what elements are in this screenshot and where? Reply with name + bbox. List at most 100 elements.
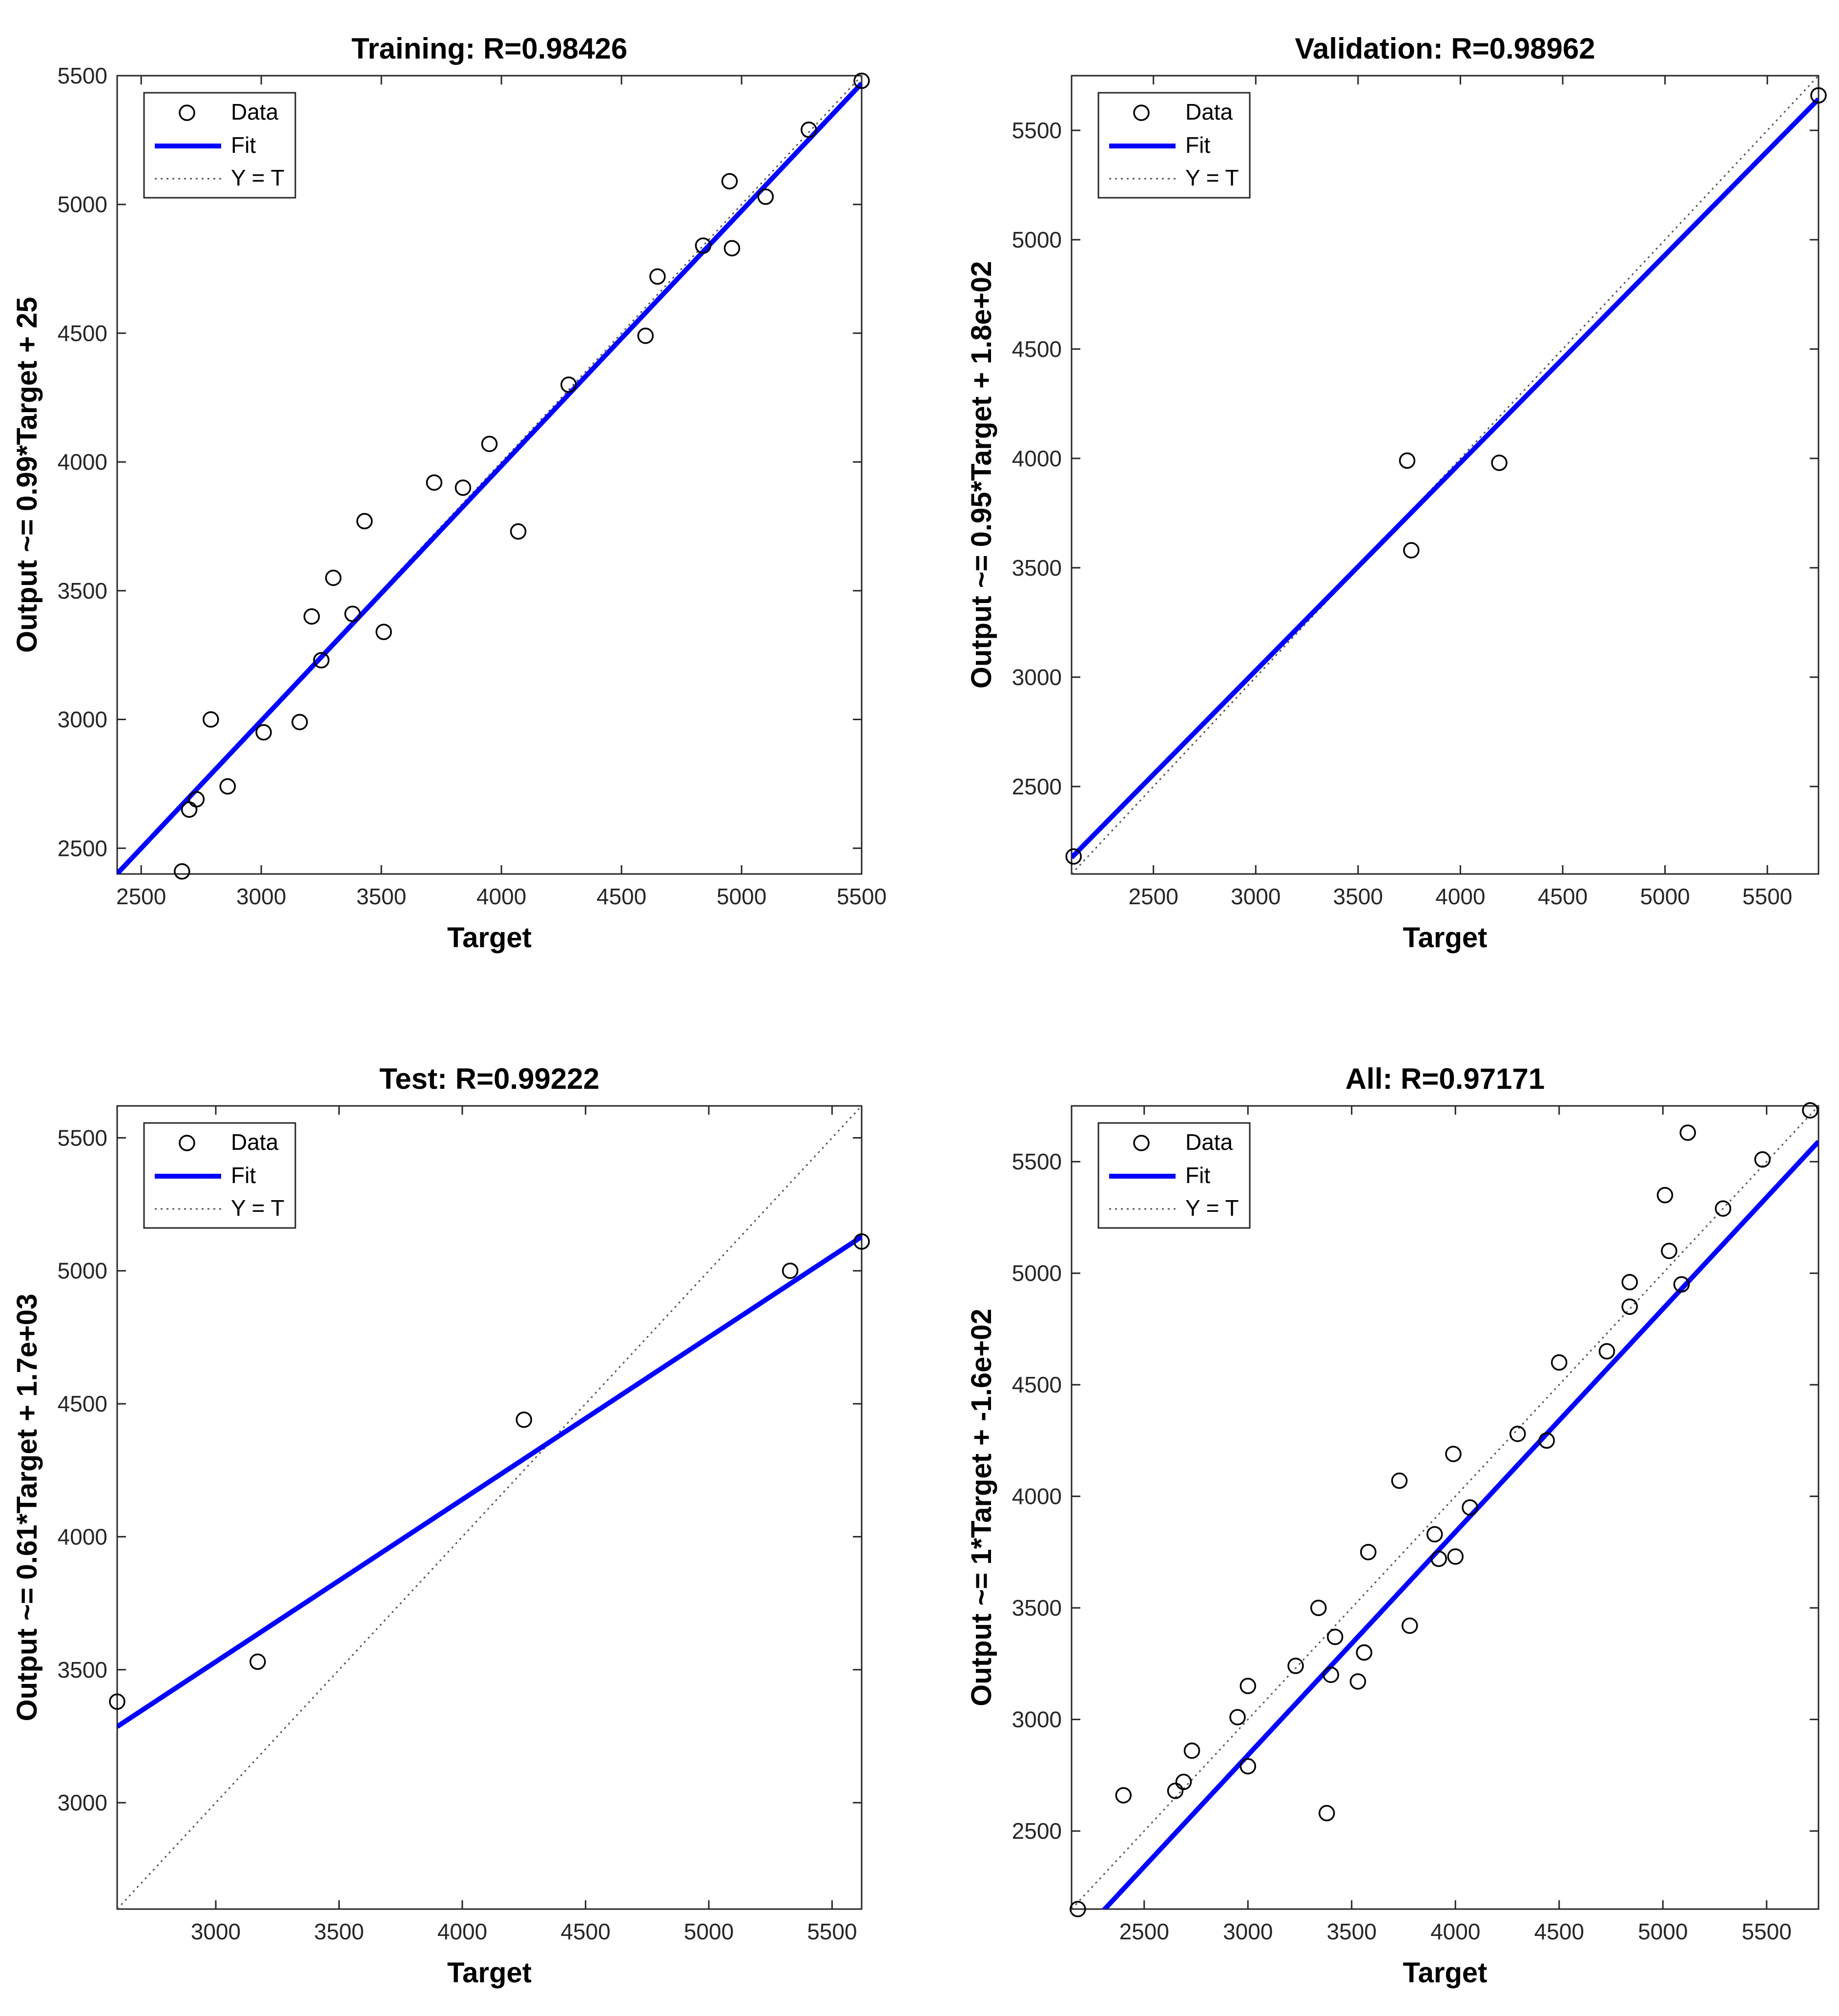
x-tick-label: 3000: [236, 884, 286, 909]
x-tick-label: 5500: [1742, 1919, 1792, 1944]
y-tick-label: 5000: [1012, 1261, 1062, 1286]
x-axis-label: Target: [1403, 1957, 1488, 1989]
x-tick-label: 5000: [684, 1919, 734, 1944]
y-tick-label: 2500: [1012, 774, 1062, 799]
fit-line: [117, 82, 862, 874]
y-axis-label: Output ~= 0.95*Target + 1.8e+02: [966, 261, 997, 689]
y-tick-label: 2500: [1012, 1818, 1062, 1844]
data-point: [375, 624, 392, 640]
x-tick-label: 4000: [1435, 884, 1485, 909]
data-point: [801, 122, 817, 138]
y-tick-label: 2500: [58, 835, 107, 861]
x-tick-label: 5500: [837, 884, 887, 909]
x-tick-label: 4500: [560, 1919, 610, 1944]
legend: Data Fit Y = T: [1097, 92, 1251, 199]
legend-label: Fit: [231, 1163, 256, 1188]
y-tick-label: 5500: [58, 63, 107, 88]
x-tick-label: 4000: [476, 884, 526, 909]
data-point: [1403, 542, 1420, 559]
x-tick-label: 3500: [314, 1919, 364, 1944]
validation-panel: 2500 3000 3500 4000 4500 5000 5500 2500 3000 3500…: [966, 32, 1827, 954]
y-tick-label: 3000: [1012, 665, 1062, 690]
fit-line: [1101, 1140, 1818, 1909]
x-tick-label: 3000: [1223, 1919, 1273, 1944]
x-tick-label: 4500: [1534, 1919, 1584, 1944]
y-tick-label: 4500: [58, 1391, 107, 1416]
legend-label: Y = T: [1185, 1195, 1239, 1221]
legend-label: Fit: [1185, 1163, 1210, 1188]
data-point: [1115, 1787, 1132, 1804]
data-point: [291, 714, 308, 730]
data-point: [313, 652, 330, 668]
x-tick-label: 3000: [1231, 884, 1281, 909]
data-point: [1462, 1499, 1478, 1516]
y-axis-label: Output ~= 1*Target + -1.6e+02: [966, 1309, 997, 1706]
data-point: [1167, 1783, 1184, 1799]
legend-data-marker: [1133, 1135, 1150, 1151]
data-point: [1391, 1472, 1408, 1489]
chart-title: Training: R=0.98426: [351, 32, 627, 65]
data-point: [219, 778, 236, 795]
data-point: [344, 605, 361, 623]
data-point: [303, 608, 320, 625]
legend-label: Y = T: [1185, 165, 1239, 190]
data-point: [174, 863, 190, 880]
data-point: [1240, 1758, 1256, 1775]
x-tick-label: 4000: [1430, 1919, 1480, 1944]
data-point: [1399, 452, 1416, 469]
legend-label: Y = T: [231, 165, 285, 190]
chart-title: Validation: R=0.98962: [1295, 32, 1595, 65]
x-tick-label: 3000: [191, 1919, 241, 1944]
plot-area: [1072, 1106, 1818, 1909]
y-axis-label: Output ~= 0.99*Target + 25: [11, 297, 43, 653]
x-tick-label: 5000: [1638, 1919, 1688, 1944]
y-tick-label: 3000: [58, 707, 107, 732]
x-tick-label: 3500: [356, 884, 406, 909]
y-tick-label: 4000: [1012, 1484, 1062, 1509]
chart-title: All: R=0.97171: [1345, 1062, 1545, 1095]
legend-label: Fit: [1185, 132, 1210, 158]
data-point: [1538, 1432, 1555, 1449]
data-point: [1810, 87, 1827, 104]
fit-line: [117, 1234, 862, 1729]
data-point: [1175, 1773, 1192, 1790]
identity-line: [1072, 76, 1818, 874]
y-tick-label: 4500: [58, 320, 107, 346]
legend-label: Data: [1185, 99, 1233, 125]
data-point: [1673, 1276, 1690, 1293]
y-tick-label: 4000: [58, 449, 107, 475]
data-point: [1621, 1298, 1638, 1315]
data-point: [188, 791, 205, 808]
legend-data-marker: [1133, 104, 1150, 121]
identity-line: [117, 1106, 862, 1909]
data-point: [510, 523, 527, 540]
x-tick-label: 4500: [597, 884, 646, 909]
data-point: [325, 569, 342, 586]
y-tick-label: 5000: [1012, 227, 1062, 252]
y-tick-label: 4000: [1012, 446, 1062, 471]
data-point: [255, 724, 272, 741]
training-panel: 2500 3000 3500 4000 4500 5000 5500 2500 3000 3500…: [11, 32, 887, 954]
y-tick-label: 3500: [58, 578, 107, 603]
data-point: [249, 1653, 266, 1670]
data-point: [1426, 1526, 1443, 1543]
data-point: [1319, 1805, 1335, 1822]
all-panel: 2500 3000 3500 4000 4500 5000 5500 2500 3000 3500…: [966, 1062, 1819, 1989]
plot-area: [1072, 76, 1818, 874]
data-point: [109, 1693, 125, 1710]
data-point: [1360, 1544, 1377, 1560]
data-point: [1754, 1151, 1771, 1168]
plot-area: [117, 76, 862, 874]
x-tick-label: 4000: [437, 1919, 487, 1944]
data-point: [1402, 1617, 1418, 1634]
data-point: [516, 1411, 532, 1428]
x-tick-label: 2500: [1119, 1919, 1169, 1944]
legend-label: Data: [1185, 1129, 1233, 1155]
data-point: [1322, 1666, 1339, 1683]
data-point: [560, 376, 577, 393]
y-axis-label: Output ~= 0.61*Target + 1.7e+03: [11, 1294, 43, 1722]
data-point: [203, 711, 219, 728]
x-tick-label: 3500: [1333, 884, 1383, 909]
data-point: [723, 240, 741, 257]
